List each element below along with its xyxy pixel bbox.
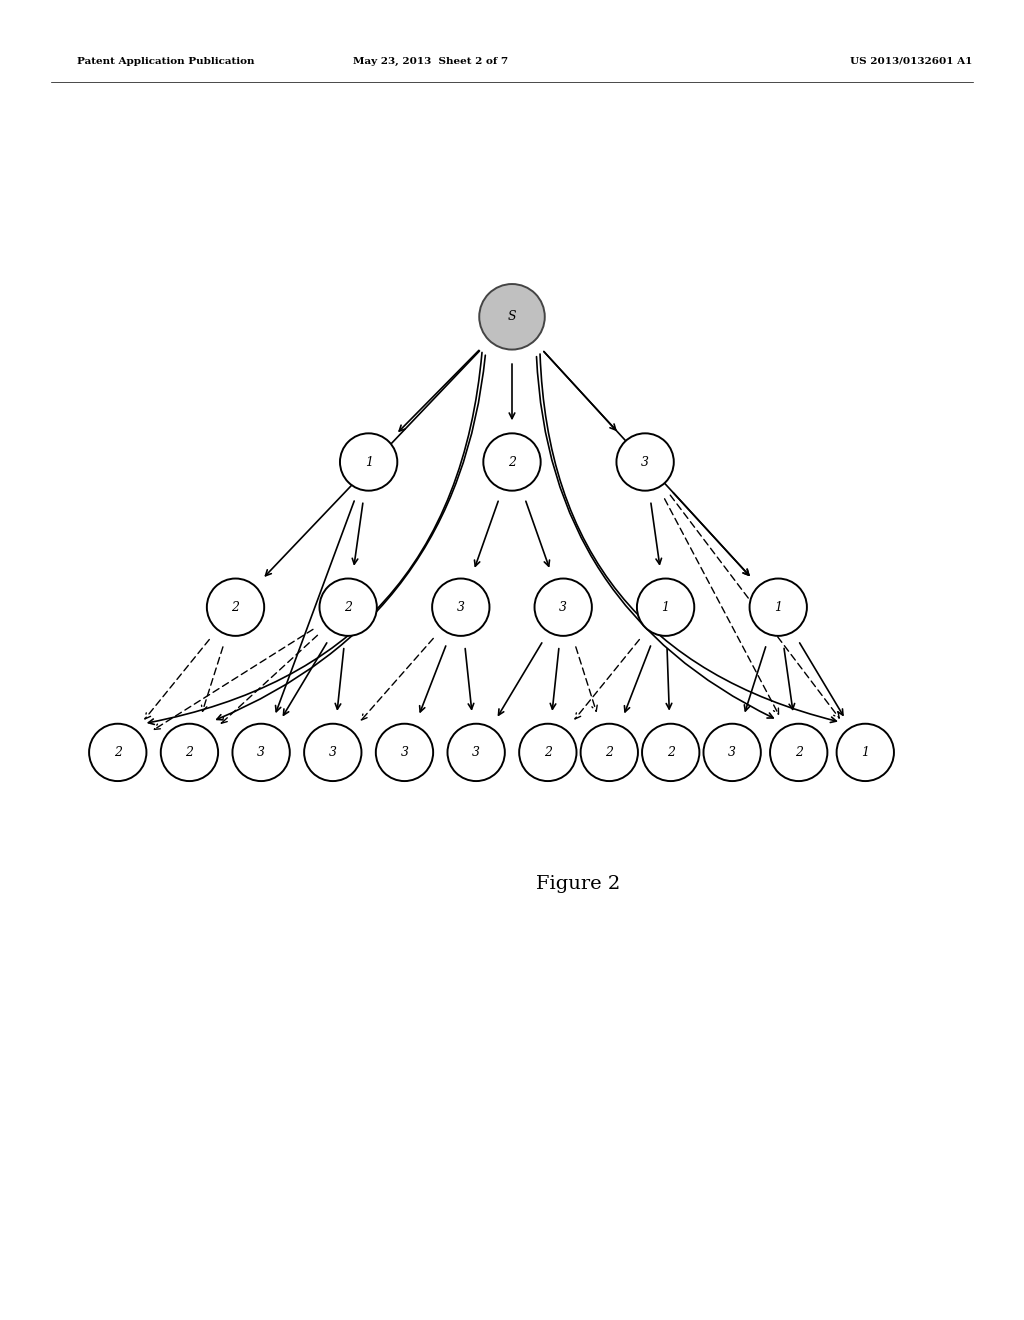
Text: 2: 2 bbox=[605, 746, 613, 759]
Ellipse shape bbox=[750, 578, 807, 636]
Ellipse shape bbox=[340, 433, 397, 491]
Ellipse shape bbox=[232, 723, 290, 781]
Text: 2: 2 bbox=[114, 746, 122, 759]
Text: 1: 1 bbox=[365, 455, 373, 469]
Ellipse shape bbox=[616, 433, 674, 491]
Text: 2: 2 bbox=[795, 746, 803, 759]
Text: 1: 1 bbox=[662, 601, 670, 614]
Text: S: S bbox=[508, 310, 516, 323]
Ellipse shape bbox=[642, 723, 699, 781]
Text: Patent Application Publication: Patent Application Publication bbox=[77, 57, 254, 66]
Ellipse shape bbox=[304, 723, 361, 781]
Ellipse shape bbox=[161, 723, 218, 781]
Text: 3: 3 bbox=[641, 455, 649, 469]
Ellipse shape bbox=[376, 723, 433, 781]
Text: 2: 2 bbox=[344, 601, 352, 614]
Ellipse shape bbox=[89, 723, 146, 781]
Text: US 2013/0132601 A1: US 2013/0132601 A1 bbox=[850, 57, 973, 66]
Text: 2: 2 bbox=[667, 746, 675, 759]
Text: 3: 3 bbox=[457, 601, 465, 614]
Text: Figure 2: Figure 2 bbox=[537, 875, 621, 894]
Ellipse shape bbox=[483, 433, 541, 491]
Ellipse shape bbox=[581, 723, 638, 781]
Ellipse shape bbox=[319, 578, 377, 636]
Text: 1: 1 bbox=[861, 746, 869, 759]
Ellipse shape bbox=[519, 723, 577, 781]
Text: May 23, 2013  Sheet 2 of 7: May 23, 2013 Sheet 2 of 7 bbox=[352, 57, 508, 66]
Ellipse shape bbox=[447, 723, 505, 781]
Ellipse shape bbox=[479, 284, 545, 350]
Ellipse shape bbox=[637, 578, 694, 636]
Text: 3: 3 bbox=[472, 746, 480, 759]
Ellipse shape bbox=[703, 723, 761, 781]
Text: 3: 3 bbox=[728, 746, 736, 759]
Text: 2: 2 bbox=[185, 746, 194, 759]
Text: 2: 2 bbox=[231, 601, 240, 614]
Text: 3: 3 bbox=[559, 601, 567, 614]
Text: 3: 3 bbox=[400, 746, 409, 759]
Text: 3: 3 bbox=[329, 746, 337, 759]
Text: 2: 2 bbox=[508, 455, 516, 469]
Ellipse shape bbox=[207, 578, 264, 636]
Ellipse shape bbox=[770, 723, 827, 781]
Text: 3: 3 bbox=[257, 746, 265, 759]
Text: 1: 1 bbox=[774, 601, 782, 614]
Ellipse shape bbox=[837, 723, 894, 781]
Ellipse shape bbox=[432, 578, 489, 636]
Text: 2: 2 bbox=[544, 746, 552, 759]
Ellipse shape bbox=[535, 578, 592, 636]
